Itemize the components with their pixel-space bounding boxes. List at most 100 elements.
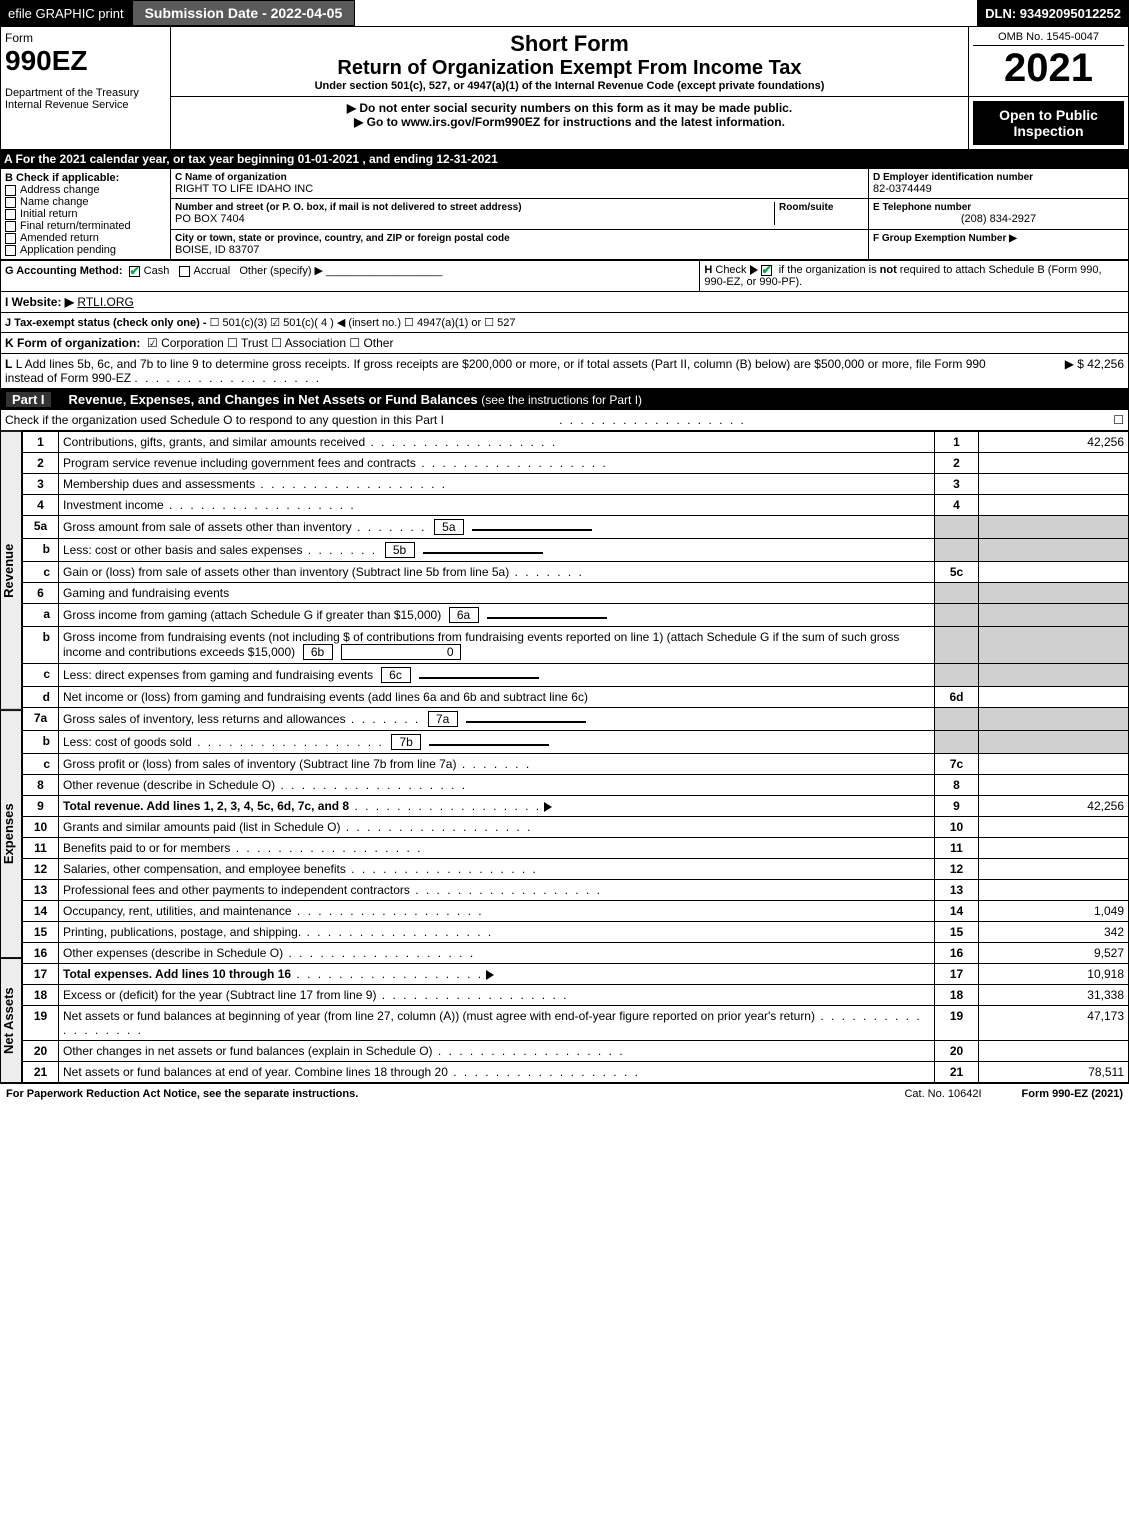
b-opt-final[interactable]: Final return/terminated <box>5 220 166 232</box>
line-2: 2Program service revenue including gover… <box>23 453 1129 474</box>
line-19: 19Net assets or fund balances at beginni… <box>23 1006 1129 1041</box>
line-8: 8Other revenue (describe in Schedule O)8 <box>23 775 1129 796</box>
b-opt-address[interactable]: Address change <box>5 184 166 196</box>
line-5c: cGain or (loss) from sale of assets othe… <box>23 562 1129 583</box>
i-row: I Website: ▶ RTLI.ORG <box>0 292 1129 313</box>
under-section: Under section 501(c), 527, or 4947(a)(1)… <box>175 80 964 92</box>
line-6d: dNet income or (loss) from gaming and fu… <box>23 687 1129 708</box>
b-opt-pending[interactable]: Application pending <box>5 244 166 256</box>
section-a: A For the 2021 calendar year, or tax yea… <box>0 150 1129 168</box>
l-amount: ▶ $ 42,256 <box>1004 357 1124 385</box>
k-row: K Form of organization: ☑ Corporation ☐ … <box>0 333 1129 354</box>
g-cash-check[interactable] <box>129 266 140 277</box>
k-opts: ☑ Corporation ☐ Trust ☐ Association ☐ Ot… <box>147 336 393 350</box>
line-11: 11Benefits paid to or for members11 <box>23 838 1129 859</box>
g-other: Other (specify) ▶ <box>239 265 323 277</box>
line-7c: cGross profit or (loss) from sales of in… <box>23 754 1129 775</box>
line-21: 21Net assets or fund balances at end of … <box>23 1062 1129 1083</box>
line-6b: bGross income from fundraising events (n… <box>23 627 1129 664</box>
part1-check-text: Check if the organization used Schedule … <box>5 413 559 427</box>
line-16: 16Other expenses (describe in Schedule O… <box>23 943 1129 964</box>
f-label: F Group Exemption Number ▶ <box>873 233 1124 244</box>
footer-left: For Paperwork Reduction Act Notice, see … <box>6 1088 358 1100</box>
line-1: 1Contributions, gifts, grants, and simil… <box>23 432 1129 453</box>
return-title: Return of Organization Exempt From Incom… <box>175 57 964 80</box>
part1-sub: (see the instructions for Part I) <box>481 393 642 407</box>
j-opts: ☐ 501(c)(3) ☑ 501(c)( 4 ) ◀ (insert no.)… <box>210 317 516 329</box>
no-ssn-note: ▶ Do not enter social security numbers o… <box>175 101 964 115</box>
line-10: 10Grants and similar amounts paid (list … <box>23 817 1129 838</box>
part1-check-row: Check if the organization used Schedule … <box>0 410 1129 431</box>
line-5b: bLess: cost or other basis and sales exp… <box>23 539 1129 562</box>
open-to-public: Open to Public Inspection <box>973 101 1124 145</box>
tax-year: 2021 <box>973 46 1124 91</box>
side-netassets: Net Assets <box>0 958 22 1083</box>
line-17: 17Total expenses. Add lines 10 through 1… <box>23 964 1129 985</box>
c-street-label: Number and street (or P. O. box, if mail… <box>175 202 774 213</box>
line-6a: aGross income from gaming (attach Schedu… <box>23 604 1129 627</box>
line-7a: 7aGross sales of inventory, less returns… <box>23 708 1129 731</box>
form-label: Form <box>5 31 166 45</box>
line-14: 14Occupancy, rent, utilities, and mainte… <box>23 901 1129 922</box>
c-city-label: City or town, state or province, country… <box>175 233 864 244</box>
short-form-title: Short Form <box>175 31 964 57</box>
b-opt-name[interactable]: Name change <box>5 196 166 208</box>
efile-label: efile GRAPHIC print <box>0 0 132 26</box>
form-header: Form 990EZ Department of the Treasury In… <box>0 26 1129 150</box>
b-opt-amended[interactable]: Amended return <box>5 232 166 244</box>
room-label: Room/suite <box>779 202 864 213</box>
j-label: J Tax-exempt status (check only one) - <box>5 317 207 329</box>
form-number: 990EZ <box>5 45 166 77</box>
footer-cat: Cat. No. 10642I <box>904 1088 981 1100</box>
line-20: 20Other changes in net assets or fund ba… <box>23 1041 1129 1062</box>
footer-form: Form 990-EZ (2021) <box>1022 1088 1123 1100</box>
g-cash: Cash <box>144 265 170 277</box>
k-label: K Form of organization: <box>5 336 140 350</box>
part1-num: Part I <box>6 392 51 407</box>
part1-title: Revenue, Expenses, and Changes in Net As… <box>69 392 478 407</box>
part1-header: Part I Revenue, Expenses, and Changes in… <box>0 389 1129 410</box>
dept-label: Department of the Treasury Internal Reve… <box>5 87 166 111</box>
gh-block: G Accounting Method: Cash Accrual Other … <box>0 260 1129 292</box>
website[interactable]: RTLI.ORG <box>77 295 133 309</box>
arrow-icon <box>544 802 552 812</box>
b-label: B Check if applicable: <box>5 172 166 184</box>
arrow-icon <box>750 265 758 275</box>
omb-number: OMB No. 1545-0047 <box>973 31 1124 46</box>
h-text: H Check if the organization is not requi… <box>700 261 1129 292</box>
c-name-label: C Name of organization <box>175 172 864 183</box>
part1-body: Revenue Expenses Net Assets 1Contributio… <box>0 431 1129 1083</box>
side-revenue: Revenue <box>0 431 22 710</box>
city: BOISE, ID 83707 <box>175 244 864 256</box>
lines-table: 1Contributions, gifts, grants, and simil… <box>22 431 1129 1083</box>
top-bar: efile GRAPHIC print Submission Date - 20… <box>0 0 1129 26</box>
line-15: 15Printing, publications, postage, and s… <box>23 922 1129 943</box>
part1-check-box[interactable]: ☐ <box>1113 413 1124 427</box>
line-9: 9Total revenue. Add lines 1, 2, 3, 4, 5c… <box>23 796 1129 817</box>
page-footer: For Paperwork Reduction Act Notice, see … <box>0 1083 1129 1104</box>
b-opt-initial[interactable]: Initial return <box>5 208 166 220</box>
street: PO BOX 7404 <box>175 213 774 225</box>
line-6: 6Gaming and fundraising events <box>23 583 1129 604</box>
ein: 82-0374449 <box>873 183 1124 195</box>
line-13: 13Professional fees and other payments t… <box>23 880 1129 901</box>
l-text: L L Add lines 5b, 6c, and 7b to line 9 t… <box>5 357 1004 385</box>
line-7b: bLess: cost of goods sold 7b <box>23 731 1129 754</box>
submission-date: Submission Date - 2022-04-05 <box>132 0 356 26</box>
side-expenses: Expenses <box>0 710 22 958</box>
line-4: 4Investment income4 <box>23 495 1129 516</box>
h-check[interactable] <box>761 265 772 276</box>
goto-link[interactable]: ▶ Go to www.irs.gov/Form990EZ for instru… <box>175 115 964 129</box>
line-3: 3Membership dues and assessments3 <box>23 474 1129 495</box>
d-label: D Employer identification number <box>873 172 1124 183</box>
org-name: RIGHT TO LIFE IDAHO INC <box>175 183 864 195</box>
line-18: 18Excess or (deficit) for the year (Subt… <box>23 985 1129 1006</box>
telephone: (208) 834-2927 <box>873 213 1124 225</box>
l-row: L L Add lines 5b, 6c, and 7b to line 9 t… <box>0 354 1129 389</box>
dln: DLN: 93492095012252 <box>977 0 1129 26</box>
line-6c: cLess: direct expenses from gaming and f… <box>23 664 1129 687</box>
g-accrual: Accrual <box>194 265 231 277</box>
i-label: I Website: ▶ <box>5 295 74 309</box>
line-12: 12Salaries, other compensation, and empl… <box>23 859 1129 880</box>
g-accrual-check[interactable] <box>179 266 190 277</box>
